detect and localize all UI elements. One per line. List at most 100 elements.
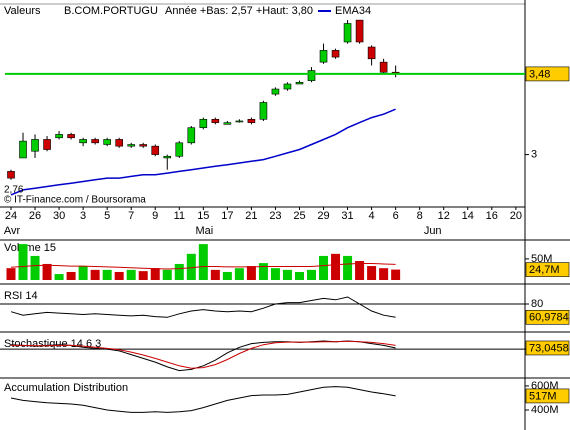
- header-range: Année +Bas: 2,57 +Haut: 3,80: [165, 5, 313, 17]
- candle-body: [283, 83, 292, 90]
- volume-bar: [18, 244, 28, 280]
- candle-body: [355, 19, 364, 43]
- volume-bar: [222, 271, 232, 280]
- volume-bar: [102, 269, 112, 280]
- volume-bar: [391, 269, 401, 280]
- x-tick-label: 16: [486, 210, 498, 222]
- candle-body: [199, 118, 208, 128]
- volume-bar: [54, 274, 64, 280]
- credit: © IT-Finance.com / Boursorama: [4, 195, 146, 206]
- volume-bar: [379, 268, 389, 280]
- volume-bar: [270, 268, 280, 280]
- last-label: 517M: [529, 390, 557, 402]
- x-tick-label: 30: [53, 210, 65, 222]
- volume-bar: [367, 266, 377, 280]
- volume-bar: [198, 244, 208, 280]
- volume-bar: [114, 271, 124, 280]
- indicator-line: [11, 340, 396, 369]
- candle-body: [211, 118, 220, 123]
- volume-bar: [66, 271, 76, 280]
- candle-body: [379, 61, 388, 73]
- x-tick-label: 21: [245, 210, 257, 222]
- candle-body: [79, 139, 87, 144]
- last-label: 73,0458: [529, 342, 569, 354]
- x-tick-label: 9: [152, 210, 158, 222]
- volume-bar: [210, 269, 220, 280]
- header-name: Valeurs: [4, 5, 41, 17]
- candle-body: [91, 139, 99, 144]
- candle-body: [187, 127, 196, 144]
- last-box: [525, 66, 570, 82]
- x-tick-label: 31: [341, 210, 353, 222]
- candle-body: [31, 139, 39, 152]
- candle-body: [235, 120, 244, 123]
- ma-line: [10, 263, 396, 270]
- panel-title: Volume 15: [4, 242, 56, 254]
- x-tick-label: 17: [221, 210, 233, 222]
- x-tick-label: 15: [197, 210, 209, 222]
- x-tick-label: 25: [293, 210, 305, 222]
- low-label: 2,76: [4, 185, 24, 196]
- volume-bar: [307, 269, 316, 280]
- candle-body: [7, 171, 15, 179]
- y-tick-label: 3: [531, 148, 537, 160]
- y-tick-label: 400M: [531, 404, 559, 416]
- last-box: [525, 388, 570, 404]
- x-tick-label: 23: [269, 210, 281, 222]
- last-label: 60,9784: [529, 312, 569, 324]
- candle-body: [55, 134, 63, 139]
- candle-body: [175, 142, 184, 157]
- volume-bar: [343, 255, 353, 280]
- volume-bar: [42, 263, 52, 280]
- x-tick-label: 5: [104, 210, 110, 222]
- volume-bar: [186, 253, 196, 280]
- volume-bar: [90, 269, 100, 280]
- candle-body: [115, 139, 123, 147]
- panel-title: Stochastique 14 6 3: [4, 338, 101, 350]
- candle-body: [271, 88, 280, 95]
- last-box: [525, 310, 570, 325]
- volume-bar: [258, 263, 268, 280]
- last-box: [525, 340, 570, 356]
- indicator-line: [10, 386, 396, 413]
- candle-body: [103, 139, 111, 145]
- x-tick-label: 20: [510, 210, 522, 222]
- candle-body: [67, 134, 75, 139]
- volume-bar: [138, 271, 148, 280]
- volume-bar: [234, 268, 244, 280]
- header-ticker: B.COM.PORTUGU: [64, 5, 158, 17]
- month-label: Mai: [195, 225, 213, 237]
- volume-bar: [246, 266, 256, 280]
- panel-title: RSI 14: [4, 290, 38, 302]
- candle-body: [163, 155, 172, 159]
- y-tick-label: 50M: [531, 253, 552, 265]
- last-box: [525, 262, 570, 277]
- y-tick-label: 80: [531, 298, 543, 310]
- volume-bar: [282, 269, 292, 280]
- x-tick-label: 6: [393, 210, 399, 222]
- volume-bar: [355, 261, 365, 280]
- candle-body: [295, 82, 304, 85]
- x-tick-label: 11: [174, 210, 185, 222]
- candle-body: [307, 70, 316, 81]
- panel-title: Accumulation Distribution: [4, 382, 128, 394]
- x-tick-label: 8: [417, 210, 423, 222]
- x-tick-label: 14: [462, 210, 474, 222]
- x-tick-label: 3: [80, 210, 86, 222]
- month-label: Avr: [4, 225, 21, 237]
- month-label: Jun: [424, 225, 442, 237]
- legend-label: EMA34: [335, 5, 371, 17]
- volume-bar: [6, 268, 16, 280]
- volume-bar: [294, 271, 304, 280]
- candle-body: [127, 144, 135, 147]
- candle-body: [367, 46, 376, 60]
- volume-bar: [30, 255, 40, 280]
- candle-body: [343, 23, 352, 43]
- candle-body: [139, 144, 148, 147]
- x-tick-label: 29: [317, 210, 329, 222]
- candle-body: [223, 122, 232, 125]
- x-tick-label: 26: [29, 210, 41, 222]
- x-tick-label: 12: [438, 210, 450, 222]
